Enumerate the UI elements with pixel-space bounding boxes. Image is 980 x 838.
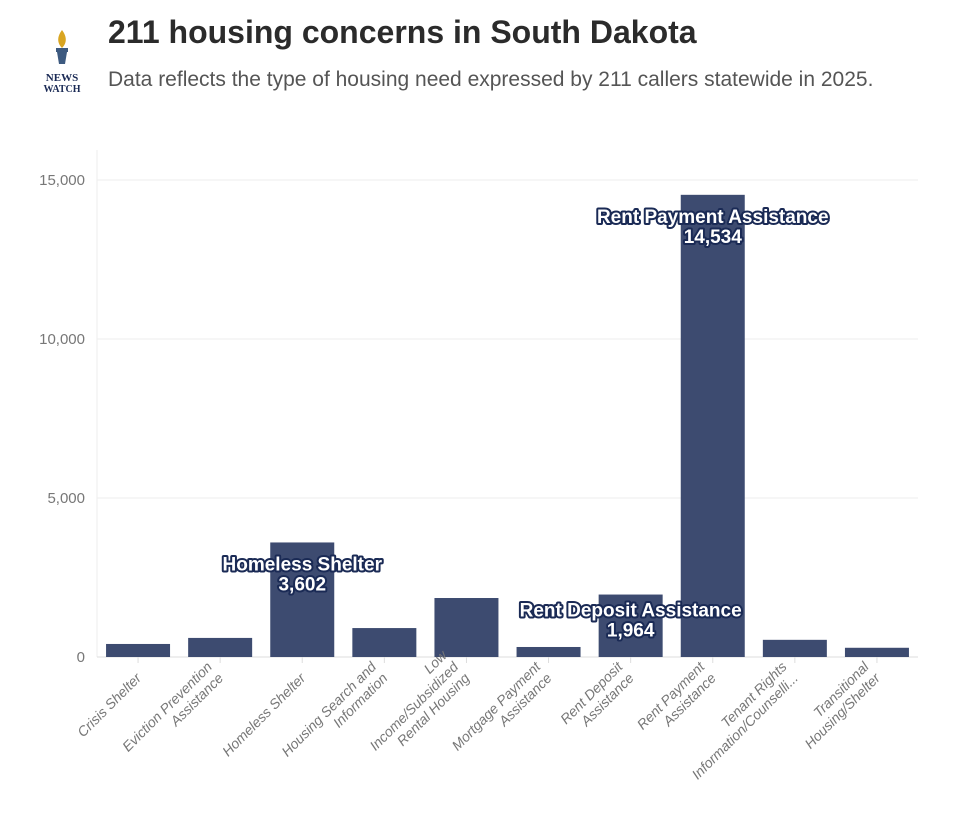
chart-title: 211 housing concerns in South Dakota [108,14,697,50]
bar [680,194,745,658]
data-label-value: 1,964 [607,621,655,642]
y-tick-label: 10,000 [39,331,85,348]
y-tick-label: 0 [77,649,85,666]
svg-text:NEWS: NEWS [46,72,78,84]
chart-subtitle: Data reflects the type of housing need e… [108,68,874,91]
bar [106,643,171,657]
bar [352,628,417,657]
data-label-name: Rent Deposit Assistance [520,601,742,622]
data-label-value: 3,602 [278,574,326,595]
bar [844,647,909,657]
chart-header: NEWS WATCH 211 housing concerns in South… [0,0,980,130]
news-watch-logo: NEWS WATCH [43,30,81,95]
data-label-name: Rent Payment Assistance [597,207,829,228]
bar [188,637,253,657]
bar [516,646,581,657]
x-tick-label: Rent PaymentAssistance [634,658,720,744]
data-label-name: Homeless Shelter [223,554,383,575]
y-tick-label: 15,000 [39,172,85,189]
data-label-value: 14,534 [684,227,743,248]
x-tick-label: TransitionalHousing/Shelter [790,658,884,752]
x-tick-label: Rent DepositAssistance [557,658,638,739]
y-tick-label: 5,000 [47,490,85,507]
bar [762,639,827,657]
bar [270,542,335,657]
bar [598,594,663,657]
svg-text:WATCH: WATCH [43,84,80,95]
bar [434,598,499,657]
